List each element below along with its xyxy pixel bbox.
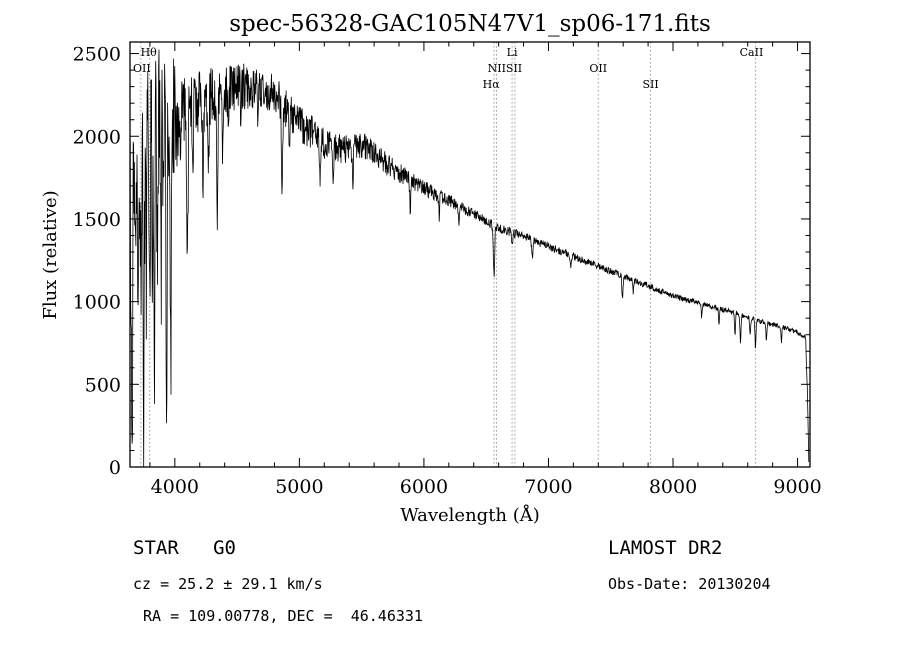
- svg-text:Hα: Hα: [483, 78, 501, 91]
- x-tick-labels: 4000 5000 6000 7000 8000 9000: [151, 476, 822, 498]
- svg-text:9000: 9000: [773, 476, 821, 498]
- object-class-label: STAR G0: [133, 537, 236, 559]
- svg-text:CaII: CaII: [740, 46, 764, 59]
- svg-text:SII: SII: [642, 78, 658, 91]
- plot-title: spec-56328-GAC105N47V1_sp06-171.fits: [229, 11, 711, 37]
- axes-frame: [129, 41, 811, 468]
- svg-text:OII: OII: [133, 62, 151, 75]
- svg-text:4000: 4000: [151, 476, 199, 498]
- svg-text:0: 0: [109, 457, 121, 479]
- svg-text:1500: 1500: [73, 209, 121, 231]
- svg-text:NIISII: NIISII: [488, 62, 523, 75]
- svg-text:Hθ: Hθ: [141, 46, 158, 59]
- y-tick-labels: 0 500 1000 1500 2000 2500: [73, 44, 121, 479]
- svg-text:2000: 2000: [73, 126, 121, 148]
- svg-text:Li: Li: [507, 46, 518, 59]
- spectrum-line: [129, 49, 810, 467]
- y-axis-label: Flux (relative): [40, 190, 61, 319]
- x-axis-label: Wavelength (Å): [400, 504, 540, 526]
- cz-value: cz = 25.2 ± 29.1 km/s: [133, 575, 323, 593]
- axis-ticks: [130, 42, 810, 468]
- obs-date-label: Obs-Date: 20130204: [608, 575, 771, 593]
- svg-text:OII: OII: [589, 62, 607, 75]
- svg-text:1000: 1000: [73, 292, 121, 314]
- svg-text:6000: 6000: [400, 476, 448, 498]
- ra-dec-value: RA = 109.00778, DEC = 46.46331: [143, 607, 423, 625]
- svg-text:500: 500: [85, 374, 121, 396]
- svg-text:7000: 7000: [524, 476, 572, 498]
- spectral-marker-lines: [140, 42, 756, 467]
- survey-label: LAMOST DR2: [608, 537, 723, 559]
- svg-text:8000: 8000: [649, 476, 697, 498]
- spectral-marker-labels: Hθ OII Li NIISII Hα OII SII CaII: [133, 46, 763, 91]
- svg-text:5000: 5000: [275, 476, 323, 498]
- svg-text:2500: 2500: [73, 44, 121, 66]
